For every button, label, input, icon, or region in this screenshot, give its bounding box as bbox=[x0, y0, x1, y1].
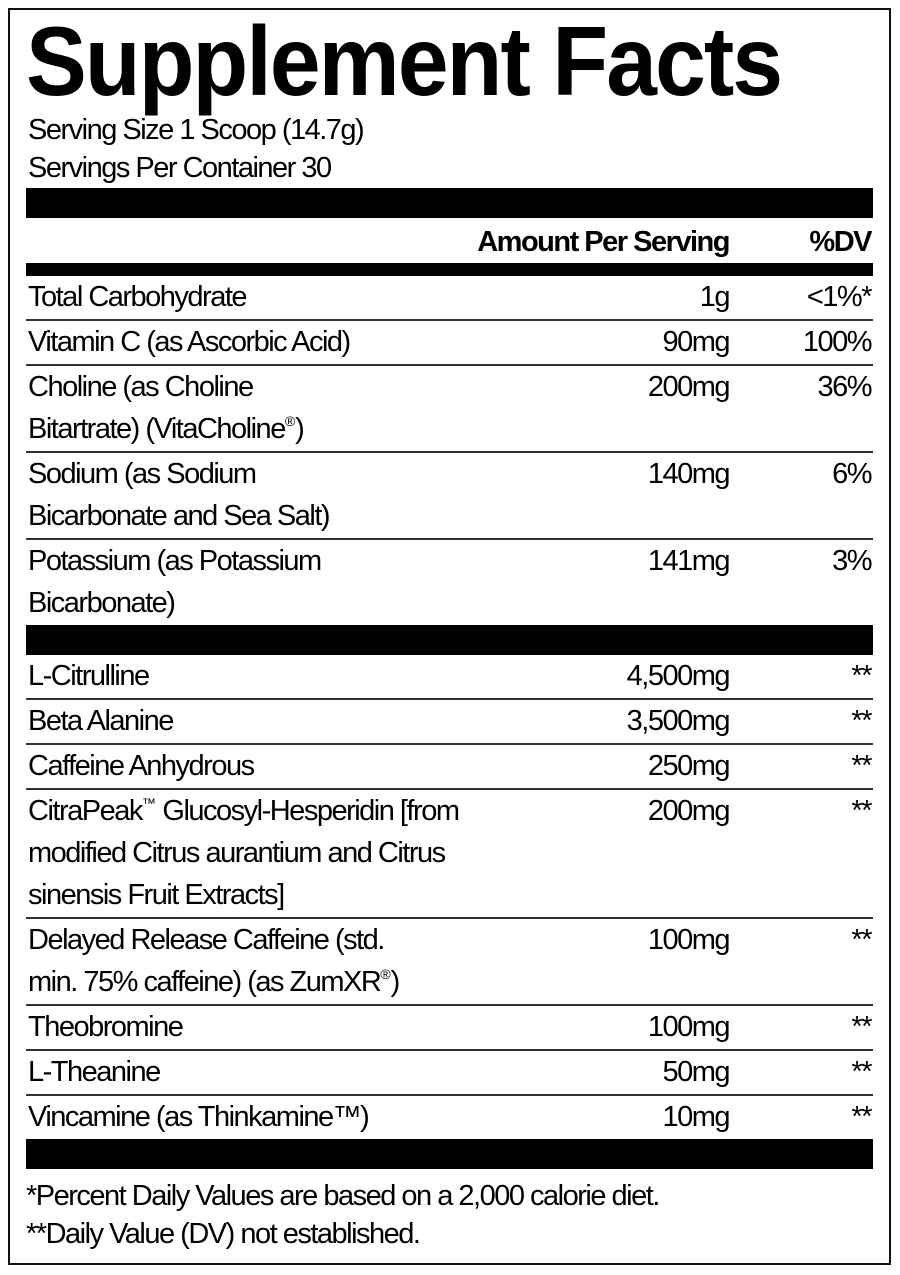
amount-header: Amount Per Serving bbox=[477, 226, 730, 258]
dv-value: 100% bbox=[802, 326, 873, 358]
panel-title: Supplement Facts bbox=[26, 6, 783, 116]
serving-size: Serving Size 1 Scoop (14.7g) bbox=[28, 114, 365, 146]
ingredient-name: Beta Alanine bbox=[28, 705, 174, 737]
dv-value: ** bbox=[851, 1011, 872, 1043]
ingredient-name: Delayed Release Caffeine (std. min. 75% … bbox=[28, 924, 400, 998]
trademark-symbol: ® bbox=[380, 966, 391, 982]
supplement-facts-panel: Supplement Facts Serving Size 1 Scoop (1… bbox=[8, 8, 891, 1265]
ingredient-name: Choline (as Choline Bitartrate) (VitaCho… bbox=[28, 371, 305, 445]
amount-value: 100mg bbox=[647, 924, 731, 956]
table-row: Caffeine Anhydrous 250mg ** bbox=[26, 745, 873, 790]
amount-value: 140mg bbox=[647, 458, 731, 490]
ingredient-name: Caffeine Anhydrous bbox=[28, 750, 255, 782]
table-row: Beta Alanine 3,500mg ** bbox=[26, 700, 873, 745]
column-header: Amount Per Serving %DV bbox=[26, 223, 873, 261]
dv-value: ** bbox=[851, 1101, 872, 1133]
ingredient-name: Potassium (as Potassium Bicarbonate) bbox=[28, 545, 322, 619]
nutrients-section: Total Carbohydrate 1g <1%* Vitamin C (as As… bbox=[26, 276, 873, 625]
table-row: Total Carbohydrate 1g <1%* bbox=[26, 276, 873, 321]
trademark-symbol: ™ bbox=[141, 795, 156, 811]
amount-value: 3,500mg bbox=[626, 705, 731, 737]
table-row: Sodium (as Sodium Bicarbonate and Sea Sa… bbox=[26, 453, 873, 540]
ingredient-name: Theobromine bbox=[28, 1011, 184, 1043]
amount-value: 10mg bbox=[662, 1101, 730, 1133]
table-row: CitraPeak™ Glucosyl-Hesperidin [from mod… bbox=[26, 790, 873, 919]
ingredient-name: L-Theanine bbox=[28, 1056, 161, 1088]
ingredient-name: L-Citrulline bbox=[28, 660, 150, 692]
amount-value: 100mg bbox=[647, 1011, 731, 1043]
dv-value: 6% bbox=[832, 458, 872, 490]
amount-value: 4,500mg bbox=[626, 660, 731, 692]
dv-value: 36% bbox=[817, 371, 872, 403]
ingredient-name: CitraPeak™ Glucosyl-Hesperidin [from mod… bbox=[28, 795, 460, 911]
dv-value: ** bbox=[851, 924, 872, 956]
footnote-not-established: **Daily Value (DV) not established. bbox=[26, 1218, 421, 1250]
table-row: Potassium (as Potassium Bicarbonate) 141m… bbox=[26, 540, 873, 625]
ingredient-name: Vitamin C (as Ascorbic Acid) bbox=[28, 326, 351, 358]
ingredients-section: L-Citrulline 4,500mg ** Beta Alanine 3,500mg… bbox=[26, 655, 873, 1139]
dv-value: ** bbox=[851, 660, 872, 692]
amount-value: 200mg bbox=[647, 795, 731, 827]
dv-value: <1%* bbox=[806, 281, 873, 313]
dv-value: ** bbox=[851, 795, 872, 827]
table-row: Theobromine 100mg ** bbox=[26, 1006, 873, 1051]
trademark-symbol: ® bbox=[284, 413, 296, 429]
ingredient-name: Vincamine (as Thinkamine™) bbox=[28, 1101, 370, 1133]
table-row: L-Citrulline 4,500mg ** bbox=[26, 655, 873, 700]
dv-header: %DV bbox=[809, 226, 872, 258]
dv-value: ** bbox=[851, 705, 872, 737]
amount-value: 90mg bbox=[662, 326, 730, 358]
dv-value: 3% bbox=[832, 545, 872, 577]
amount-value: 250mg bbox=[647, 750, 731, 782]
table-row: Vitamin C (as Ascorbic Acid) 90mg 100% bbox=[26, 321, 873, 366]
divider-bar bbox=[26, 188, 873, 218]
amount-value: 200mg bbox=[647, 371, 731, 403]
amount-value: 1g bbox=[699, 281, 731, 313]
divider-bar bbox=[26, 1139, 873, 1169]
amount-value: 141mg bbox=[647, 545, 731, 577]
divider-bar bbox=[26, 263, 873, 276]
table-row: Vincamine (as Thinkamine™) 10mg ** bbox=[26, 1096, 873, 1139]
table-row: Choline (as Choline Bitartrate) (VitaCho… bbox=[26, 366, 873, 453]
ingredient-name: Sodium (as Sodium Bicarbonate and Sea Sa… bbox=[28, 458, 331, 532]
dv-value: ** bbox=[851, 750, 872, 782]
footnote-dv: *Percent Daily Values are based on a 2,0… bbox=[26, 1180, 660, 1212]
amount-value: 50mg bbox=[662, 1056, 730, 1088]
table-row: L-Theanine 50mg ** bbox=[26, 1051, 873, 1096]
servings-per-container: Servings Per Container 30 bbox=[28, 152, 332, 184]
ingredient-name: Total Carbohydrate bbox=[28, 281, 248, 313]
divider-bar bbox=[26, 625, 873, 655]
table-row: Delayed Release Caffeine (std. min. 75% … bbox=[26, 919, 873, 1006]
dv-value: ** bbox=[851, 1056, 872, 1088]
